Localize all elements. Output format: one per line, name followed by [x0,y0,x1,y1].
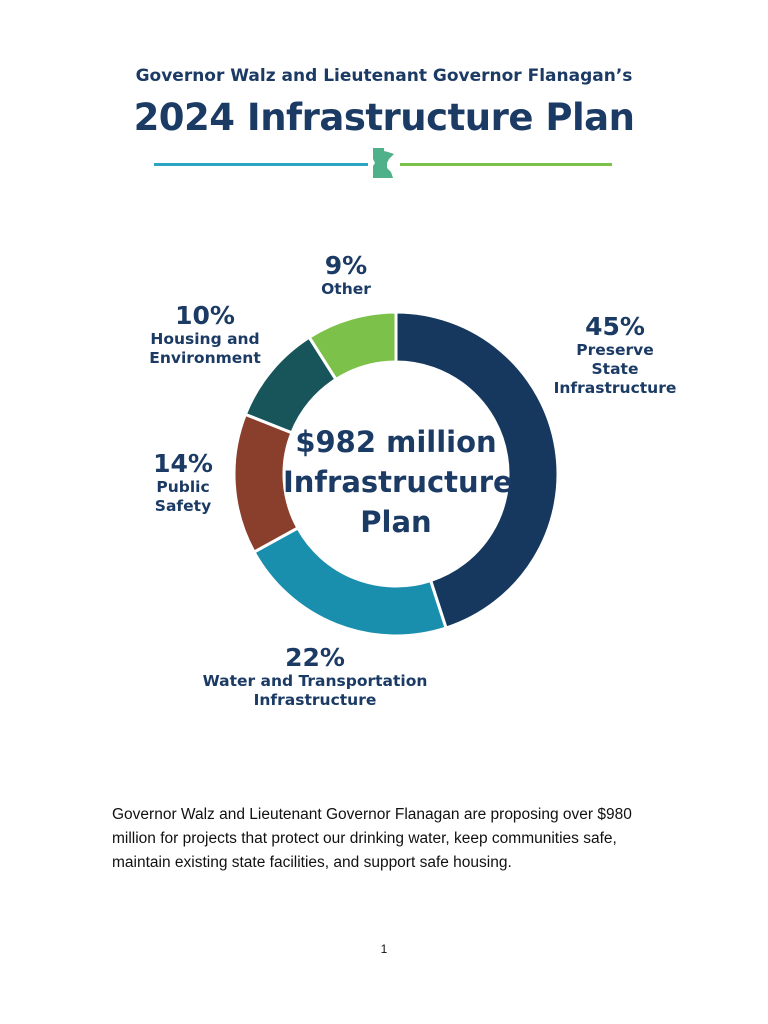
label-water-transportation: 22% Water and Transportation Infrastruct… [190,644,440,710]
header-rule-right [400,163,612,166]
header-rule-left [154,163,368,166]
pct-label: 14% [153,449,213,478]
donut-chart [232,310,560,638]
category-label: State [591,360,639,378]
category-label: Environment [149,349,261,367]
body-paragraph: Governor Walz and Lieutenant Governor Fl… [112,806,632,871]
plan-title: 2024 Infrastructure Plan [133,96,635,139]
category-label: Safety [154,497,212,515]
category-label: Other [321,280,371,298]
donut-slice-1 [252,525,448,638]
category-label: Housing and [150,330,260,348]
label-other: 9% Other [296,252,396,299]
pct-label: 10% [175,301,235,330]
pct-label: 22% [285,643,345,672]
center-line-amount: $982 million [295,425,497,459]
label-preserve-state-infrastructure: 45% Preserve State Infrastructure [540,313,690,398]
donut-center-label: $982 million Infrastructure Plan [283,422,513,542]
category-label: Preserve [576,341,654,359]
page-number: 1 [380,942,388,956]
category-label: Infrastructure [253,691,377,709]
donut-slice-0 [394,310,560,630]
pct-label: 9% [324,251,368,280]
pct-label: 45% [585,312,645,341]
label-public-safety: 14% Public Safety [133,450,233,516]
label-housing-environment: 10% Housing and Environment [135,302,275,368]
category-label: Water and Transportation [202,672,428,690]
minnesota-state-icon [373,148,394,178]
plan-subtitle: Governor Walz and Lieutenant Governor Fl… [135,66,633,86]
donut-slice-4 [307,310,398,382]
center-line-plan: Plan [360,505,432,539]
category-label: Public [156,478,210,496]
center-line-infrastructure: Infrastructure [283,465,513,499]
category-label: Infrastructure [553,379,677,397]
